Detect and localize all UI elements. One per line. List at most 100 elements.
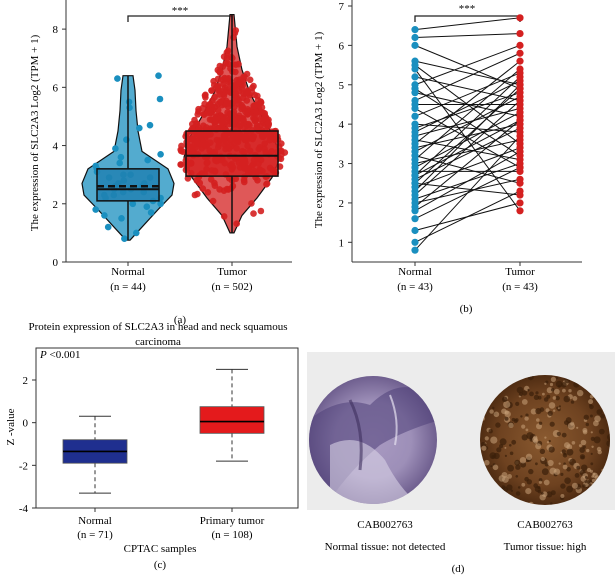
tumor-texture-speck — [562, 464, 568, 470]
a-point-tumor — [232, 175, 240, 183]
tumor-texture-speck — [492, 464, 499, 471]
a-point-tumor — [277, 155, 285, 163]
b-point-tumor — [516, 179, 524, 187]
tumor-texture-speck — [591, 445, 594, 448]
panel-a-ylabel: The expression of SLC2A3 Log2 (TPM + 1) — [29, 34, 41, 231]
a-point-tumor — [178, 142, 185, 150]
b-pair-line — [414, 167, 521, 220]
tumor-texture-speck — [560, 472, 564, 476]
a-point-tumor — [201, 92, 209, 99]
tumor-texture-speck — [535, 391, 539, 395]
b-pair-line — [414, 33, 521, 39]
tumor-texture-speck — [490, 465, 493, 468]
b-pair-line — [414, 60, 521, 145]
tumor-texture-speck — [555, 395, 560, 401]
a-point-normal — [92, 162, 99, 170]
tumor-texture-speck — [517, 486, 521, 489]
b-point-normal — [411, 96, 419, 105]
a-point-tumor — [207, 176, 215, 183]
c-plot-frame — [35, 347, 299, 509]
tumor-texture-speck — [511, 417, 516, 422]
panel-b-marks — [411, 14, 524, 254]
tumor-texture-speck — [563, 462, 566, 466]
tumor-tissue-caption: Tumor tissue: high — [504, 541, 587, 553]
tumor-texture-speck — [492, 406, 495, 410]
tumor-texture-speck — [550, 376, 557, 382]
a-point-tumor — [177, 161, 185, 168]
tumor-texture-speck — [590, 452, 593, 455]
tumor-texture-speck — [520, 461, 527, 468]
panel-b-count-normal: (n = 43) — [397, 281, 433, 293]
a-point-normal — [143, 203, 151, 210]
tumor-texture-speck — [576, 465, 581, 470]
panel-a: 0 2 4 6 8 The expression of SLC2A3 Log2 (TPM… — [29, 0, 292, 326]
tumor-texture-speck — [552, 396, 557, 400]
tumor-texture-speck — [535, 462, 538, 466]
tumor-texture-speck — [496, 447, 502, 453]
b-ytick-label: 3 — [339, 159, 345, 171]
a-point-tumor — [250, 82, 257, 90]
tumor-texture-speck — [550, 502, 553, 505]
b-pair-line — [414, 96, 521, 153]
b-point-tumor — [516, 116, 524, 124]
tumor-texture-speck — [521, 434, 528, 441]
c-ytick-label: -4 — [19, 503, 29, 515]
a-point-normal — [116, 159, 123, 167]
b-pair-line — [414, 76, 521, 102]
tumor-texture-speck — [566, 467, 571, 472]
tumor-texture-speck — [520, 415, 523, 418]
panel-c: Protein expression of SLC2A3 in head and… — [5, 321, 299, 571]
c-box-tumor — [199, 406, 265, 434]
tumor-texture-speck — [542, 392, 545, 396]
panel-c-title-line1: Protein expression of SLC2A3 in head and… — [28, 321, 287, 333]
a-point-tumor — [224, 109, 231, 116]
tumor-texture-speck — [526, 432, 534, 440]
tumor-texture-speck — [525, 488, 532, 495]
tumor-texture-speck — [504, 454, 507, 457]
b-ytick-label: 2 — [339, 198, 345, 210]
panel-b-category-tumor: Tumor — [505, 266, 535, 278]
tumor-texture-speck — [515, 464, 521, 470]
tumor-texture-speck — [484, 459, 490, 466]
tumor-texture-speck — [509, 444, 512, 447]
tumor-texture-speck — [590, 462, 594, 466]
b-point-tumor — [516, 96, 524, 105]
a-point-tumor — [241, 178, 248, 186]
a-point-tumor — [208, 87, 215, 94]
tumor-texture-speck — [598, 428, 605, 435]
a-box-tumor — [185, 130, 279, 177]
panel-a-category-normal: Normal — [111, 266, 145, 278]
a-point-tumor — [194, 111, 201, 118]
tumor-texture-speck — [583, 414, 589, 420]
a-point-normal — [146, 121, 154, 129]
b-point-tumor — [516, 199, 524, 207]
a-point-tumor — [227, 100, 235, 107]
tumor-texture-speck — [566, 485, 573, 493]
b-pair-line — [414, 155, 521, 184]
tumor-texture-speck — [504, 416, 509, 421]
normal-tissue-image — [309, 376, 437, 504]
a-point-tumor — [240, 124, 248, 131]
b-point-tumor — [516, 140, 524, 148]
tumor-texture-speck — [582, 427, 588, 433]
tumor-texture-speck — [570, 400, 575, 404]
a-point-tumor — [246, 122, 253, 129]
a-point-normal — [118, 215, 125, 222]
b-point-normal — [411, 112, 419, 120]
panel-d-label: (d) — [452, 563, 465, 575]
tumor-texture-speck — [566, 448, 574, 456]
panel-a-count-tumor: (n = 502) — [211, 281, 252, 293]
tumor-texture-speck — [535, 443, 542, 450]
tumor-texture-speck — [582, 484, 586, 488]
tumor-texture-speck — [525, 453, 533, 460]
tumor-texture-speck — [596, 409, 603, 415]
panel-a-label: (a) — [174, 314, 187, 326]
tumor-texture-speck — [571, 441, 576, 445]
a-point-tumor — [230, 34, 237, 41]
tumor-texture-speck — [579, 447, 585, 453]
b-point-tumor — [516, 41, 524, 49]
a-point-normal — [129, 200, 137, 208]
a-ytick-label: 4 — [53, 141, 59, 153]
tumor-texture-speck — [579, 454, 586, 460]
